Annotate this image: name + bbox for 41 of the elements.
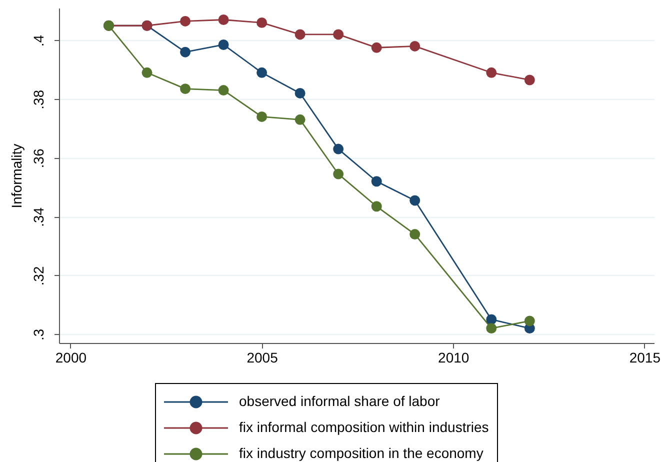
point xyxy=(371,42,382,53)
point xyxy=(218,14,229,25)
y-tick-label: .32 xyxy=(30,266,46,286)
x-tick-label: 2005 xyxy=(246,350,278,366)
y-axis-title: Informality xyxy=(8,144,24,208)
x-tick-label: 2000 xyxy=(55,350,87,366)
point xyxy=(294,114,306,125)
point xyxy=(218,85,229,96)
x-tick-label: 2015 xyxy=(629,350,661,366)
y-tick-label: .34 xyxy=(30,207,46,227)
point xyxy=(256,67,268,78)
y-tick-label: .38 xyxy=(30,90,46,110)
point xyxy=(486,314,497,325)
point xyxy=(333,29,344,40)
point xyxy=(410,229,420,240)
point xyxy=(218,40,229,50)
point xyxy=(256,17,268,28)
point xyxy=(256,111,268,122)
point xyxy=(180,84,191,94)
point xyxy=(371,201,382,212)
point xyxy=(410,40,420,52)
legend-label: fix informal composition within industries xyxy=(239,419,489,435)
y-tick-label: .36 xyxy=(30,148,46,168)
legend-label: fix industry composition in the economy xyxy=(239,445,484,461)
point xyxy=(294,88,306,98)
point xyxy=(371,176,382,187)
point xyxy=(486,323,497,334)
point xyxy=(333,168,344,180)
point xyxy=(524,74,535,86)
point xyxy=(333,144,344,154)
x-tick-label: 2010 xyxy=(438,350,470,366)
point xyxy=(410,195,420,206)
point xyxy=(180,46,191,58)
y-tick-label: .3 xyxy=(30,328,46,341)
point xyxy=(524,316,535,326)
point xyxy=(486,67,497,78)
y-tick-label: .4 xyxy=(30,34,46,47)
legend-label: observed informal share of labor xyxy=(239,393,440,409)
point xyxy=(142,67,152,78)
point xyxy=(180,16,191,26)
point xyxy=(294,29,306,40)
